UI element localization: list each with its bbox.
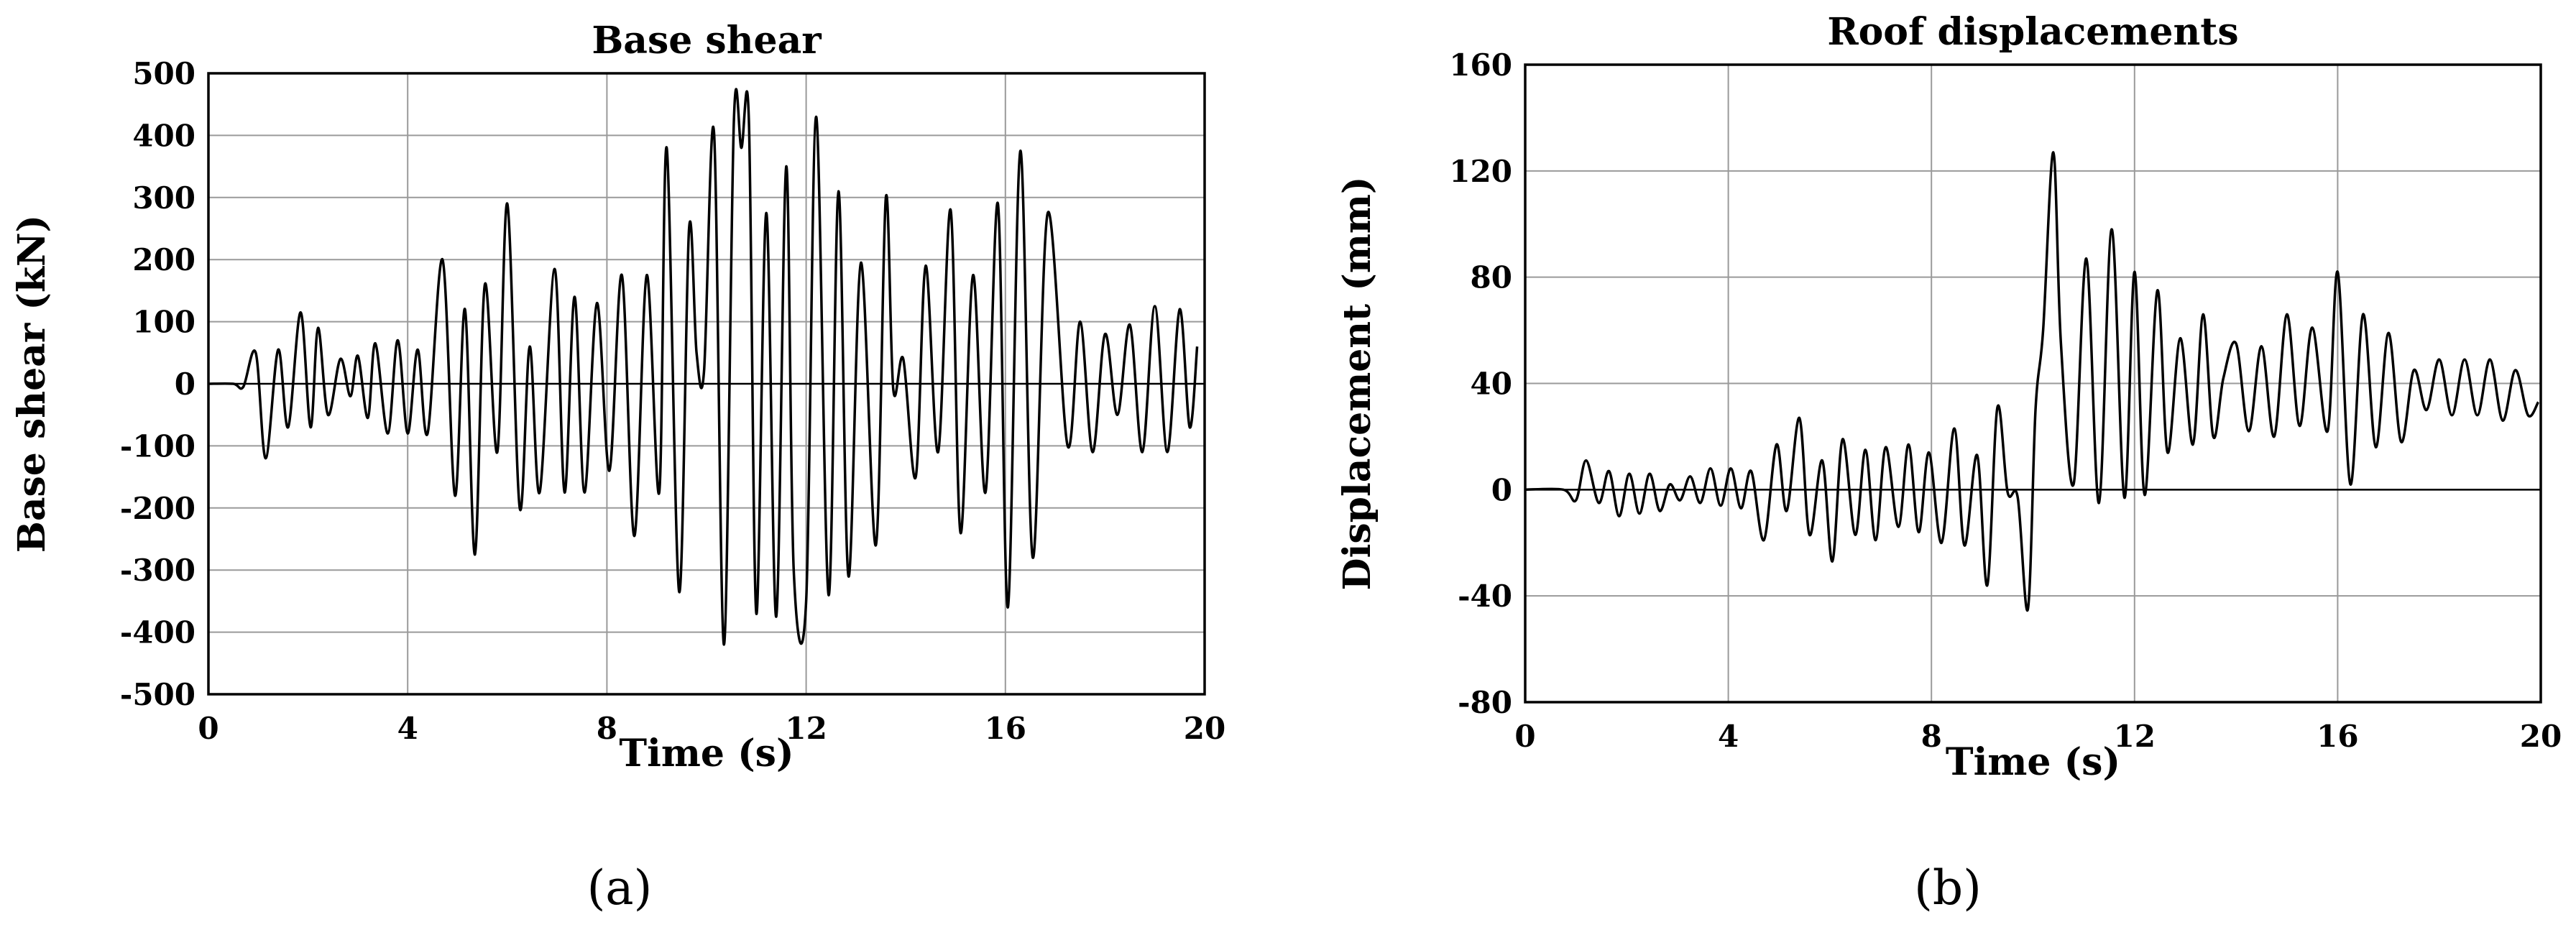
roof-displacement-series-line bbox=[1524, 151, 2540, 612]
roof-displacement-y-tick-label: 40 bbox=[1471, 367, 1512, 402]
roof-displacement-plot-frame bbox=[1524, 63, 2542, 704]
base-shear-y-tick-label: 100 bbox=[132, 305, 196, 340]
base-shear-y-tick-label: -500 bbox=[120, 677, 196, 712]
base-shear-y-axis-label: Base shear (kN) bbox=[10, 215, 54, 553]
base-shear-chart: 500 400 300 200 100 0 -100 -200 -300 -400 -500 0 4 8… bbox=[10, 19, 1225, 916]
base-shear-y-tick-label: 400 bbox=[132, 118, 196, 153]
roof-displacement-x-tick-label: 20 bbox=[2520, 719, 2562, 754]
base-shear-series-line bbox=[208, 88, 1199, 646]
roof-displacement-x-tick-label: 0 bbox=[1514, 719, 1535, 754]
roof-displacement-title: Roof displacements bbox=[1827, 10, 2238, 54]
base-shear-y-tick-label: -100 bbox=[120, 428, 196, 464]
base-shear-y-ticks: 500 400 300 200 100 0 -100 -200 -300 -400 -500 bbox=[120, 56, 196, 712]
roof-displacement-gridlines bbox=[1525, 65, 2541, 702]
base-shear-y-tick-label: 200 bbox=[132, 242, 196, 277]
base-shear-x-tick-label: 0 bbox=[198, 711, 218, 746]
roof-displacement-y-tick-label: 120 bbox=[1449, 154, 1512, 189]
caption-b: (b) bbox=[1914, 860, 1982, 916]
roof-displacement-y-tick-label: 160 bbox=[1449, 47, 1512, 83]
roof-displacement-y-tick-label: 80 bbox=[1471, 260, 1512, 295]
base-shear-x-tick-label: 20 bbox=[1184, 711, 1225, 746]
base-shear-y-tick-label: 300 bbox=[132, 180, 196, 216]
roof-displacement-y-tick-label: -80 bbox=[1458, 685, 1512, 720]
roof-displacement-y-tick-label: -40 bbox=[1458, 579, 1512, 614]
roof-displacement-x-tick-label: 4 bbox=[1718, 719, 1739, 754]
roof-displacement-x-tick-label: 8 bbox=[1921, 719, 1942, 754]
base-shear-y-tick-label: -200 bbox=[120, 491, 196, 526]
roof-displacement-chart: 160 120 80 40 0 -40 -80 0 4 8 12 16 20 Roof displac… bbox=[1335, 10, 2562, 916]
base-shear-x-tick-label: 4 bbox=[397, 711, 418, 746]
roof-displacement-y-ticks: 160 120 80 40 0 -40 -80 bbox=[1449, 47, 1512, 720]
base-shear-y-tick-label: -300 bbox=[120, 553, 196, 588]
base-shear-x-ticks: 0 4 8 12 16 20 bbox=[198, 711, 1225, 746]
roof-displacement-x-tick-label: 12 bbox=[2114, 719, 2156, 754]
roof-displacement-y-axis-label: Displacement (mm) bbox=[1335, 177, 1379, 591]
roof-displacement-x-axis-label: Time (s) bbox=[1946, 740, 2120, 784]
base-shear-y-tick-label: 500 bbox=[132, 56, 196, 91]
base-shear-x-tick-label: 12 bbox=[785, 711, 827, 746]
base-shear-gridlines bbox=[208, 73, 1205, 694]
base-shear-x-axis-label: Time (s) bbox=[619, 732, 794, 775]
roof-displacement-x-ticks: 0 4 8 12 16 20 bbox=[1514, 719, 2562, 754]
base-shear-y-tick-label: -400 bbox=[120, 615, 196, 650]
base-shear-plot-frame bbox=[207, 72, 1206, 696]
base-shear-y-tick-label: 0 bbox=[175, 367, 196, 402]
roof-displacement-x-tick-label: 16 bbox=[2317, 719, 2358, 754]
caption-a: (a) bbox=[587, 860, 653, 916]
roof-displacement-y-tick-label: 0 bbox=[1491, 472, 1512, 507]
base-shear-x-tick-label: 8 bbox=[597, 711, 617, 746]
base-shear-title: Base shear bbox=[592, 19, 822, 63]
base-shear-x-tick-label: 16 bbox=[985, 711, 1026, 746]
